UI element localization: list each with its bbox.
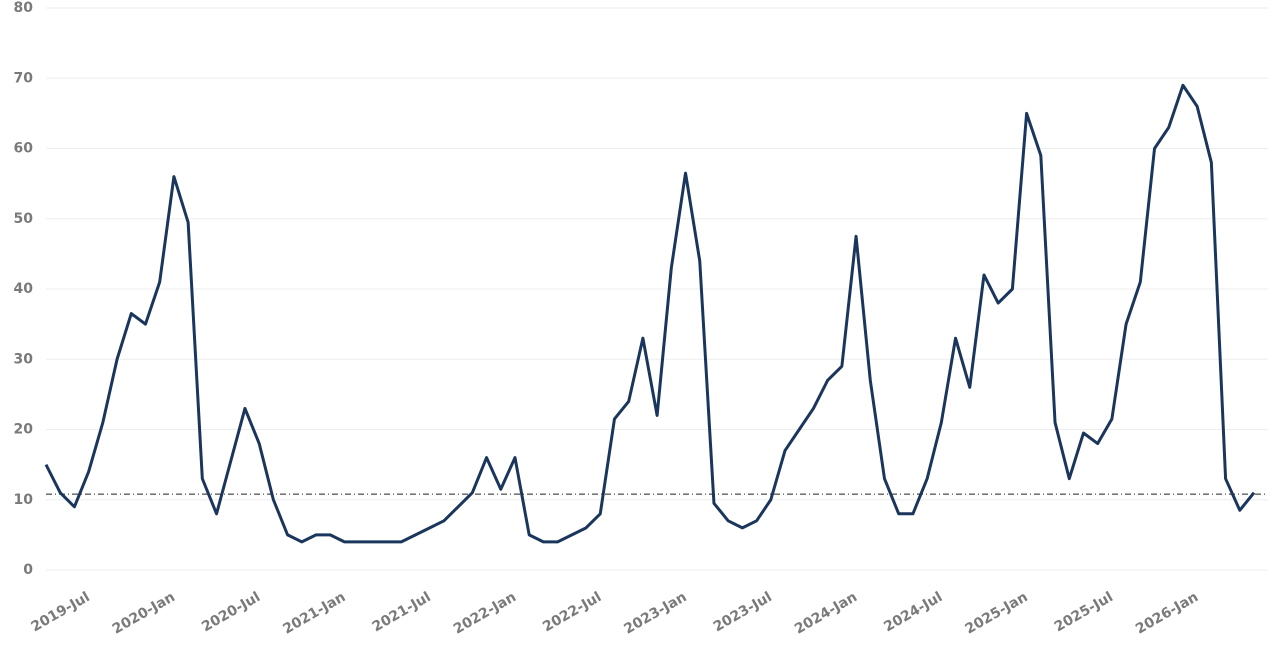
data-line — [44, 83, 1256, 544]
y-tick-label: 20 — [14, 422, 34, 438]
x-tick-label: 2024-Jan — [792, 589, 860, 638]
x-tick-label: 2022-Jan — [451, 589, 519, 638]
x-tick-label: 2025-Jan — [963, 589, 1031, 638]
x-tick-label: 2026-Jan — [1133, 589, 1201, 638]
x-tick-label: 2025-Jul — [1052, 589, 1116, 635]
y-tick-label: 60 — [14, 141, 34, 157]
x-tick-label: 2020-Jul — [199, 589, 263, 635]
x-tick-label: 2023-Jan — [621, 589, 689, 638]
x-tick-label: 2019-Jul — [29, 589, 93, 635]
x-tick-label: 2022-Jul — [540, 589, 604, 635]
y-tick-label: 80 — [14, 0, 34, 16]
y-tick-label: 70 — [14, 70, 34, 86]
x-tick-label: 2020-Jan — [110, 589, 178, 638]
x-tick-label: 2023-Jul — [711, 589, 775, 635]
x-tick-label: 2021-Jul — [370, 589, 434, 635]
y-tick-label: 40 — [14, 281, 34, 297]
y-tick-label: 10 — [14, 492, 34, 508]
x-tick-label: 2021-Jan — [280, 589, 348, 638]
y-tick-label: 0 — [23, 562, 33, 578]
x-tick-label: 2024-Jul — [881, 589, 945, 635]
y-tick-label: 30 — [14, 351, 34, 367]
y-tick-label: 50 — [14, 211, 34, 227]
